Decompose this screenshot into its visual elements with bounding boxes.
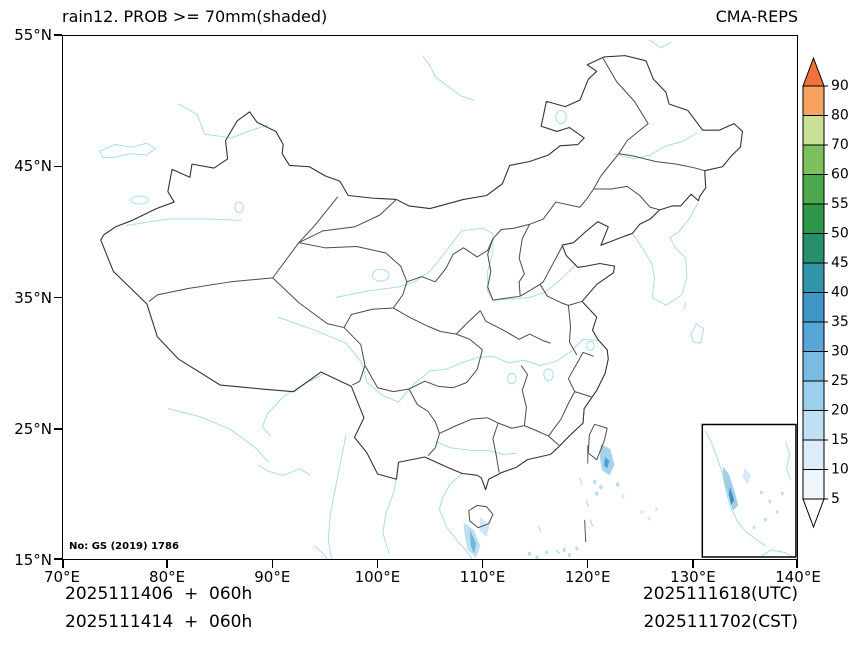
y-tick-mark [54,165,62,168]
x-tick-mark [586,560,589,568]
x-tick-mark [692,560,694,568]
sea-boundary-dashes [538,445,593,554]
footer-init-cst: 2025111414 + 060h [65,612,253,632]
footer-valid-utc: 2025111618(UTC) [642,584,798,604]
y-tick-mark [54,34,62,36]
colorbar-ticks [824,85,828,500]
license-label: No: GS (2019) 1786 [67,541,181,552]
y-tick-label: 35°N [14,288,52,307]
colorbar-label: 10 [831,462,849,478]
x-tick-mark [271,560,274,568]
x-tick-label: 130°E [670,568,716,586]
colorbar-label: 55 [831,196,849,212]
colorbar-segment [802,439,825,470]
x-tick-label: 100°E [354,568,401,586]
colorbar-segment [802,262,825,293]
y-tick-label: 55°N [14,26,52,44]
model-name: CMA-REPS [715,7,798,26]
colorbar-label: 60 [831,167,849,183]
y-tick-mark [54,296,62,299]
footer-init-utc: 2025111406 + 060h [65,584,253,604]
colorbar-segment [802,85,825,116]
x-tick-mark [796,560,798,568]
colorbar-label: 70 [831,137,849,153]
footer-valid-cst: 2025111702(CST) [643,612,798,632]
colorbar-under-triangle [802,498,825,529]
x-tick-mark [376,560,379,568]
x-tick-label: 140°E [775,568,821,586]
y-tick-label: 25°N [14,419,52,438]
y-tick-label: 45°N [14,157,52,176]
colorbar-label: 50 [831,226,849,242]
figure-title: rain12. PROB >= 70mm(shaded) [62,7,328,26]
china-boundary [101,56,743,490]
colorbar-segment [802,233,825,264]
x-tick-label: 80°E [149,568,186,586]
colorbar-segment [802,174,825,205]
colorbar-label: 20 [831,403,849,419]
colorbar-segment [802,410,825,441]
colorbar-segment [802,203,825,234]
x-tick-label: 120°E [564,568,611,586]
colorbar-segment [802,292,825,323]
colorbar-label: 15 [831,432,849,448]
colorbar-segment [802,144,825,175]
colorbar-label: 90 [831,78,849,94]
colorbar-label: 45 [831,255,849,271]
colorbar-label: 25 [831,373,849,389]
colorbar-segment [802,321,825,352]
colorbar: 90 80 70 60 55 50 45 40 35 30 25 20 15 1… [799,56,857,529]
colorbar-label: 40 [831,285,849,301]
inset-map [702,424,796,557]
inset-border [702,424,796,557]
colorbar-over-triangle [802,56,825,87]
probability-shading [463,443,659,559]
colorbar-segment [802,380,825,411]
colorbar-label: 35 [831,314,849,330]
colorbar-segment [802,115,825,146]
colorbar-segment [802,351,825,382]
x-tick-mark [166,560,168,568]
map-plot [62,35,798,560]
x-tick-mark [481,560,484,568]
colorbar-label: 80 [831,108,849,124]
colorbar-label: 30 [831,344,849,360]
x-tick-label: 70°E [43,568,81,586]
x-tick-label: 110°E [459,568,506,586]
y-tick-mark [54,558,62,560]
foreign-coastlines-rivers [100,40,704,559]
y-tick-label: 15°N [14,551,52,569]
colorbar-label: 5 [831,491,840,507]
colorbar-segment [802,469,825,500]
province-borders [149,58,705,527]
y-tick-mark [54,428,62,430]
x-tick-mark [62,560,64,568]
china-rivers-lakes [126,111,697,455]
map-canvas [63,36,797,559]
x-tick-label: 90°E [254,568,291,586]
